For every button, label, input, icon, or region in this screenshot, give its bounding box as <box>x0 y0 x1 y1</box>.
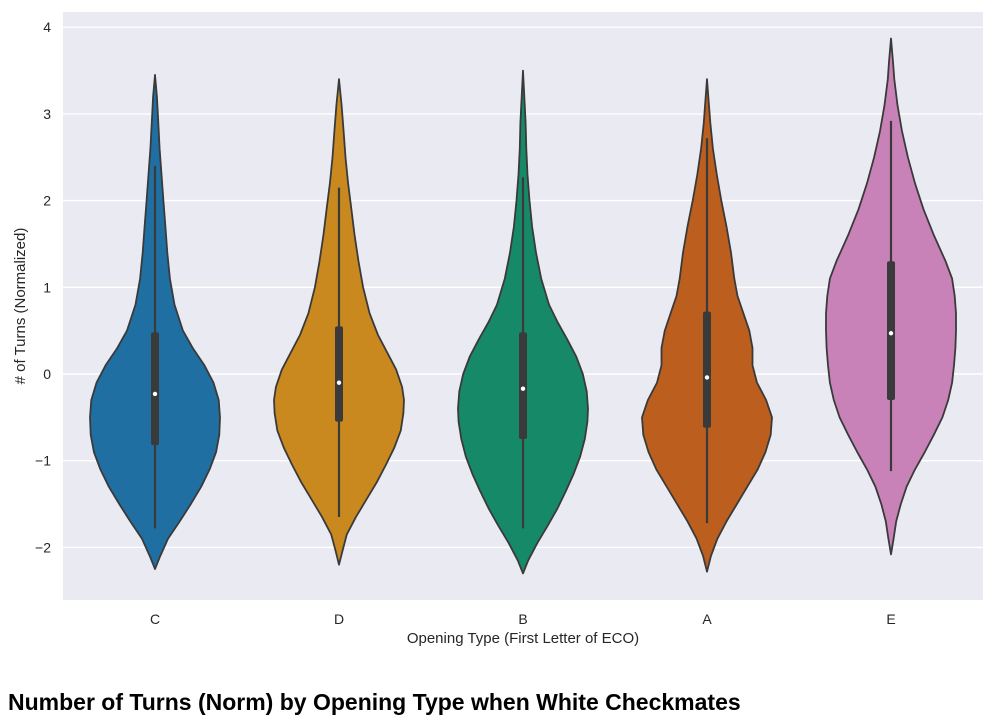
y-tick-label: −1 <box>35 453 51 469</box>
y-tick-label: 4 <box>43 19 51 35</box>
median-B <box>520 386 526 391</box>
x-tick-label-B: B <box>518 611 527 627</box>
y-tick-label: 2 <box>43 193 51 209</box>
y-tick-label: 1 <box>43 279 51 295</box>
iqr-box-D <box>335 326 343 422</box>
iqr-box-B <box>519 332 527 440</box>
iqr-box-E <box>887 261 895 401</box>
y-axis-label: # of Turns (Normalized) <box>12 228 29 385</box>
median-C <box>152 391 158 397</box>
iqr-box-A <box>703 311 711 428</box>
y-tick-label: 0 <box>43 366 51 382</box>
y-tick-labels: −2 −1 0 1 2 3 4 <box>35 19 51 555</box>
figure-caption: Number of Turns (Norm) by Opening Type w… <box>8 689 741 715</box>
x-tick-label-A: A <box>702 611 712 627</box>
y-tick-label: −2 <box>35 539 51 555</box>
x-tick-label-C: C <box>150 611 160 627</box>
x-tick-label-D: D <box>334 611 344 627</box>
median-E <box>888 331 894 336</box>
median-D <box>336 380 342 385</box>
violins <box>89 37 957 575</box>
x-tick-label-E: E <box>886 611 895 627</box>
violin-chart: −2 −1 0 1 2 3 4 C D B A E Opening Type (First Lett… <box>12 12 983 647</box>
median-A <box>704 375 710 380</box>
iqr-box-C <box>151 332 159 446</box>
x-axis-label: Opening Type (First Letter of ECO) <box>407 630 639 647</box>
y-tick-label: 3 <box>43 106 51 122</box>
